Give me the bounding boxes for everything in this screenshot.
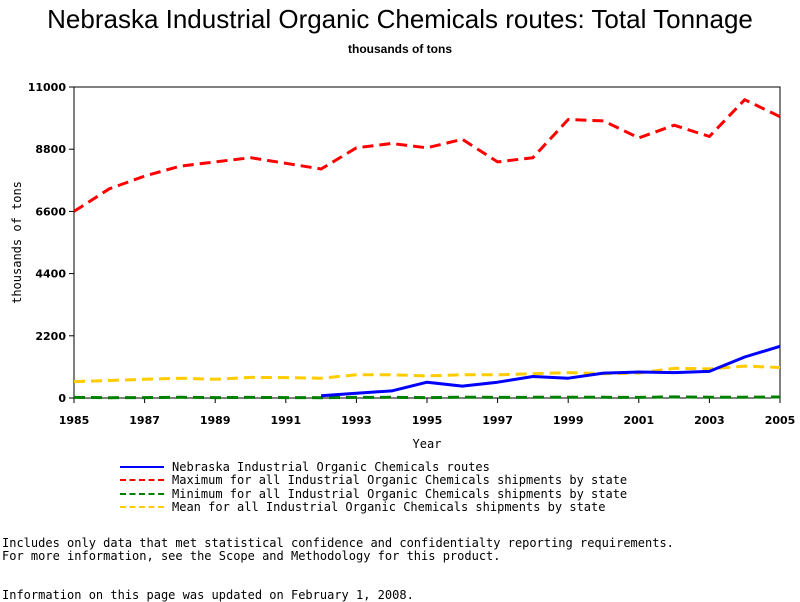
chart-title: Nebraska Industrial Organic Chemicals ro…	[47, 4, 753, 34]
x-tick-label: 2005	[765, 414, 796, 427]
y-tick-label: 6600	[35, 205, 66, 218]
y-tick-label: 0	[58, 392, 66, 405]
y-tick-label: 2200	[35, 330, 66, 343]
legend-item-maximum: Maximum for all Industrial Organic Chemi…	[120, 473, 628, 488]
series-line-nebraska	[320, 344, 781, 398]
x-tick-label: 2003	[694, 414, 725, 427]
legend-swatch	[120, 465, 164, 468]
x-tick-label: 1989	[200, 414, 231, 427]
x-tick-label: 1991	[270, 414, 301, 427]
y-tick-label: 8800	[35, 143, 66, 156]
legend-item-nebraska: Nebraska Industrial Organic Chemicals ro…	[120, 460, 627, 474]
x-tick-label: 2001	[623, 414, 654, 427]
plot-frame	[73, 86, 781, 399]
legend-item-minimum: Minimum for all Industrial Organic Chemi…	[120, 487, 627, 501]
x-tick-label: 1985	[59, 414, 90, 427]
legend-label: Minimum for all Industrial Organic Chemi…	[172, 486, 628, 501]
x-tick-label: 1997	[482, 414, 513, 427]
footnote-methodology: For more information, see the Scope and …	[2, 549, 501, 563]
y-tick-label: 4400	[35, 268, 66, 281]
x-tick-label: 1995	[412, 414, 443, 427]
x-tick-label: 1999	[553, 414, 584, 427]
footnote-confidence: Includes only data that met statistical …	[2, 536, 674, 550]
x-axis-label: Year	[413, 437, 442, 451]
legend-swatch	[120, 506, 164, 509]
x-tick-label: 1993	[341, 414, 372, 427]
chart-subtitle: thousands of tons	[348, 42, 452, 56]
legend-item-mean: Mean for all Industrial Organic Chemical…	[120, 500, 627, 515]
legend-label: Mean for all Industrial Organic Chemical…	[172, 500, 606, 515]
legend-swatch	[120, 479, 164, 482]
y-axis-label: thousands of tons	[10, 181, 24, 304]
series-line-minimum	[73, 395, 781, 400]
legend-label: Nebraska Industrial Organic Chemicals ro…	[172, 459, 490, 474]
chart-legend: Nebraska Industrial Organic Chemicals ro…	[120, 460, 627, 514]
legend-label: Maximum for all Industrial Organic Chemi…	[172, 473, 628, 488]
footnote-updated: Information on this page was updated on …	[2, 588, 414, 602]
legend-swatch	[120, 492, 164, 495]
series-line-maximum	[73, 98, 781, 213]
y-tick-label: 11000	[28, 81, 67, 94]
series-line-mean	[73, 364, 781, 384]
x-tick-label: 1987	[129, 414, 160, 427]
